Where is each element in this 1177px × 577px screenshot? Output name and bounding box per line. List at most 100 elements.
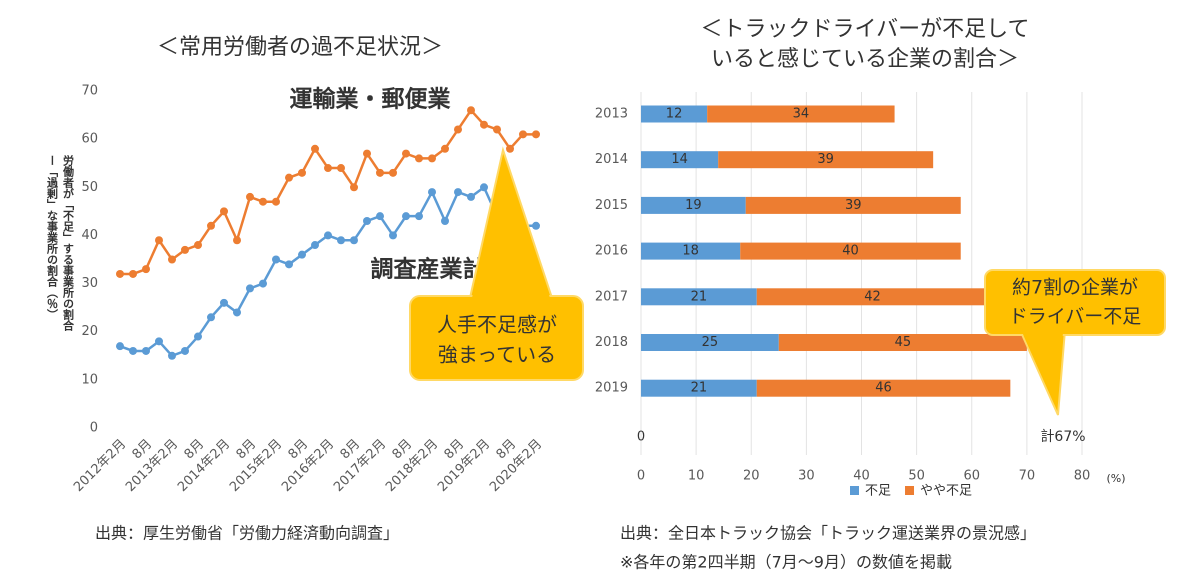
bar-segment (641, 242, 741, 260)
y-axis-label: 労働者が「不足」する事業所の割合 (62, 154, 76, 332)
bar-segment (641, 334, 779, 351)
legend-swatch (905, 486, 915, 495)
marker (402, 149, 410, 158)
data-label: 19 (685, 198, 702, 213)
marker (441, 144, 449, 153)
y-tick-label: 60 (81, 132, 98, 147)
y-tick-label: 2017 (595, 289, 628, 304)
data-label: 12 (666, 107, 683, 122)
legend-label: 不足 (865, 484, 891, 499)
marker (467, 192, 475, 201)
marker (389, 168, 397, 177)
marker (415, 212, 423, 221)
marker (493, 125, 501, 134)
chart-title: いると感じている企業の割合＞ (711, 47, 1019, 72)
x-tick-label: 70 (1019, 469, 1036, 484)
marker (454, 188, 462, 197)
marker (350, 236, 358, 245)
x-tick-label: 40 (853, 469, 870, 484)
data-label: 45 (895, 335, 912, 350)
y-tick-label: 2018 (595, 335, 628, 350)
marker (402, 212, 410, 221)
marker (129, 269, 137, 278)
marker (272, 255, 280, 264)
marker (168, 255, 176, 264)
bar-segment (740, 242, 961, 260)
callout-box (472, 155, 550, 298)
callout-text: 強まっている (438, 343, 556, 367)
data-label: 18 (682, 244, 699, 259)
marker (129, 346, 137, 355)
marker (480, 183, 488, 192)
marker (220, 298, 228, 307)
series-label: 運輸業・郵便業 (290, 86, 452, 113)
bar-segment (641, 196, 746, 214)
data-label: 14 (671, 152, 688, 167)
data-label: 25 (702, 335, 719, 350)
y-tick-label: 10 (81, 372, 98, 387)
marker (233, 308, 241, 317)
marker (155, 236, 163, 245)
marker (311, 241, 319, 250)
marker (324, 164, 332, 173)
callout-text: 人手不足感が (437, 313, 557, 337)
bar-segment (641, 151, 719, 169)
x-tick-label: 0 (637, 469, 645, 484)
marker (116, 269, 124, 278)
callout-box (984, 269, 1166, 336)
x-tick-label: 50 (908, 469, 925, 484)
marker (337, 164, 345, 173)
y-tick-label: 70 (81, 84, 98, 99)
marker (350, 183, 358, 192)
marker (181, 245, 189, 254)
marker (389, 231, 397, 240)
marker (207, 221, 215, 230)
y-axis-label: ー「過剰」な事業所の割合（％） (46, 155, 60, 320)
callout-box (1022, 332, 1063, 410)
marker (532, 221, 540, 230)
x-tick-label: 10 (688, 469, 705, 484)
marker (298, 250, 306, 259)
note: ※各年の第2四半期（7月～9月）の数値を掲載 (620, 553, 952, 572)
marker (168, 351, 176, 360)
marker (194, 241, 202, 250)
callout-text: 約7割の企業が (1012, 277, 1138, 299)
x-tick-label: 30 (798, 469, 815, 484)
data-label: 42 (864, 289, 881, 304)
data-label: 21 (691, 289, 708, 304)
bar-segment (707, 105, 895, 123)
marker (272, 197, 280, 206)
y-tick-label: 20 (81, 324, 98, 339)
marker (337, 236, 345, 245)
marker (376, 212, 384, 221)
data-label: 21 (691, 381, 708, 396)
x-tick-label: 80 (1074, 469, 1091, 484)
marker (480, 120, 488, 129)
marker (142, 346, 150, 355)
marker (363, 216, 371, 225)
marker (285, 260, 293, 269)
bar-segment (745, 196, 961, 214)
callout-box (409, 295, 584, 381)
marker (454, 125, 462, 134)
data-label: 34 (793, 107, 810, 122)
marker (116, 342, 124, 351)
x-tick-label: 20 (743, 469, 760, 484)
legend-label: やや不足 (920, 484, 972, 499)
marker (259, 197, 267, 206)
marker (532, 130, 540, 139)
marker (155, 337, 163, 346)
x-tick-label: 60 (963, 469, 980, 484)
marker (220, 207, 228, 216)
data-label: 40 (842, 244, 859, 259)
y-tick-label: 2016 (595, 244, 628, 259)
data-label: 39 (845, 198, 862, 213)
y-tick-label: 40 (81, 228, 98, 243)
bar-segment (756, 379, 1011, 397)
marker (363, 149, 371, 158)
total-label: 計67% (1040, 429, 1085, 445)
marker (519, 130, 527, 139)
data-label: 46 (875, 381, 892, 396)
series-label: 調査産業計 (371, 256, 486, 283)
